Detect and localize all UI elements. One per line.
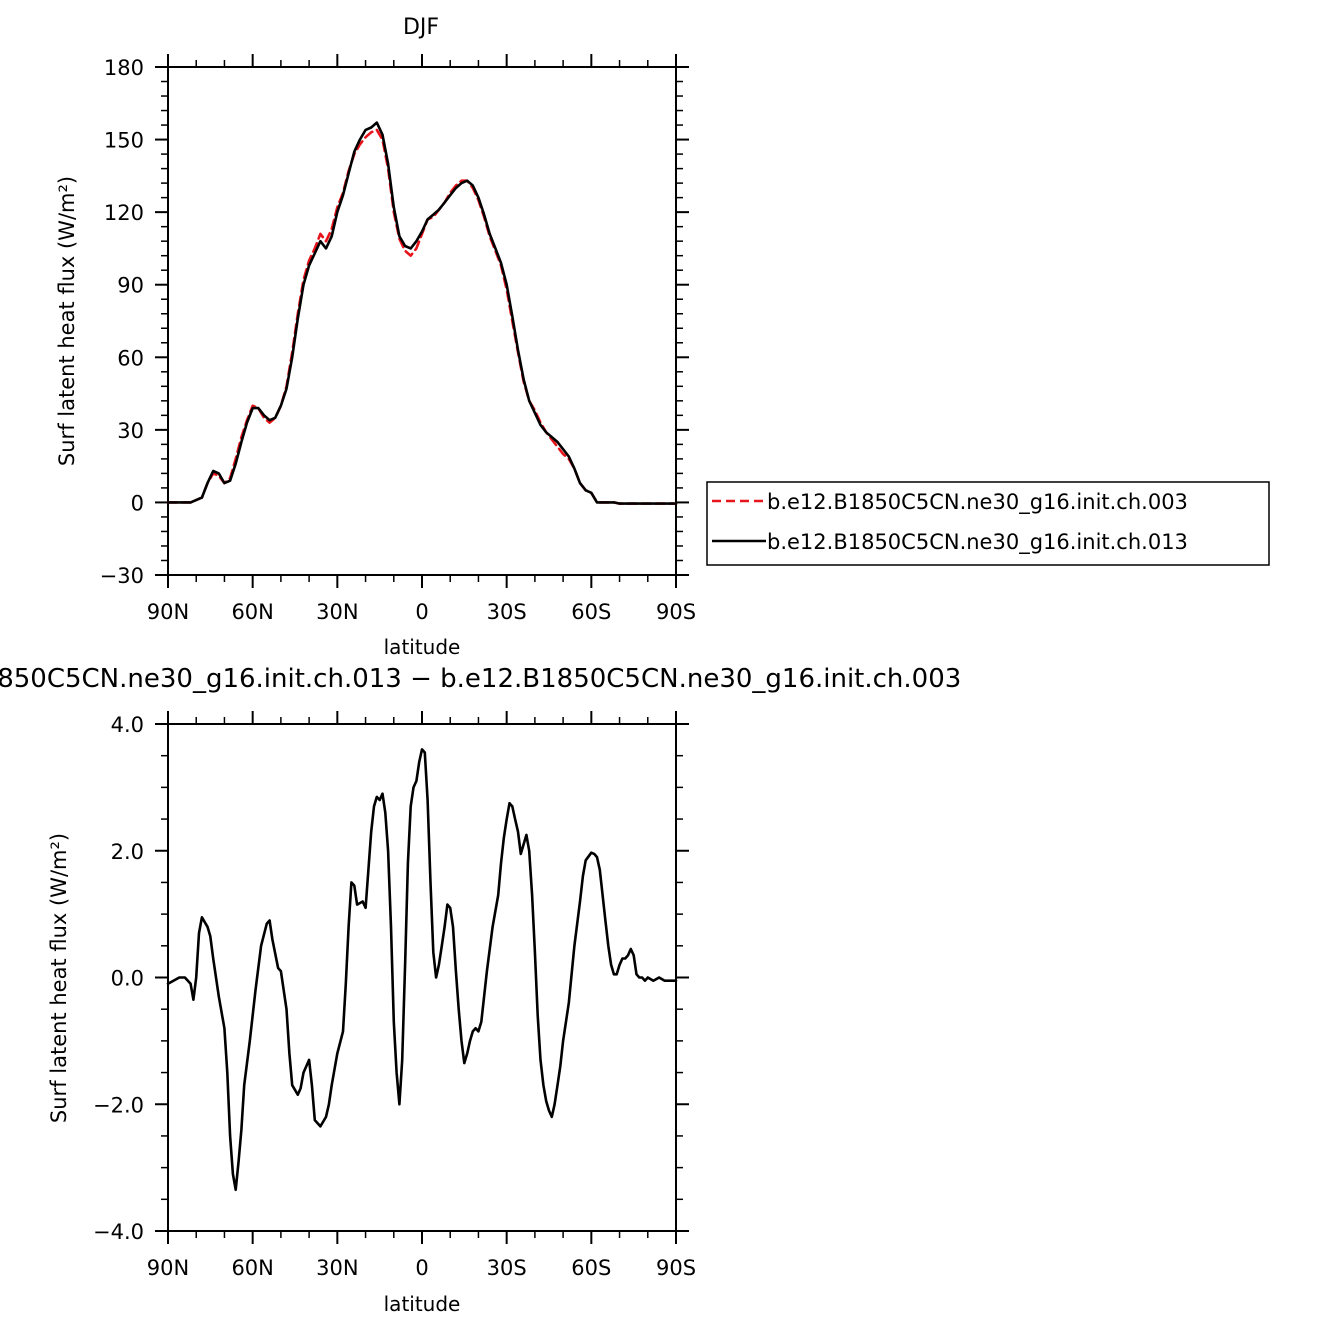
top-y-tick-label: 120 xyxy=(104,201,144,225)
top-x-axis: 90N 60N 30N 0 30S 60S 90S xyxy=(147,54,696,624)
top-panel-chart: DJF −30 0 30 60 90 120 150 180 90N 60N 30N 0 30S 60S… xyxy=(55,15,1270,659)
top-y-tick-label: 0 xyxy=(131,491,144,515)
top-panel-title: DJF xyxy=(403,15,439,40)
legend-label-013: b.e12.B1850C5CN.ne30_g16.init.ch.013 xyxy=(767,530,1188,555)
top-x-tick-label: 60S xyxy=(571,600,611,624)
top-series-group xyxy=(166,121,678,505)
bottom-y-tick-label: 0.0 xyxy=(111,967,144,991)
bottom-plot-frame xyxy=(167,723,677,1232)
bottom-panel-chart: b.e12.B1850C5CN.ne30_g16.init.ch.013 − b… xyxy=(0,664,961,1316)
top-y-axis-label: Surf latent heat flux (W/m²) xyxy=(55,176,79,466)
bottom-series-group xyxy=(166,748,678,1192)
bottom-x-tick-label: 0 xyxy=(415,1256,428,1280)
top-x-tick-label: 90S xyxy=(656,600,696,624)
legend-box xyxy=(706,481,1270,566)
bottom-x-tick-label: 60N xyxy=(231,1256,273,1280)
top-y-tick-label: 90 xyxy=(117,274,144,298)
bottom-x-tick-label: 30N xyxy=(316,1256,358,1280)
top-y-tick-label: −30 xyxy=(100,564,144,588)
bottom-x-tick-label: 90S xyxy=(656,1256,696,1280)
legend-label-003: b.e12.B1850C5CN.ne30_g16.init.ch.003 xyxy=(767,490,1188,515)
top-y-tick-label: 60 xyxy=(117,346,144,370)
legend: b.e12.B1850C5CN.ne30_g16.init.ch.003 b.e… xyxy=(706,481,1270,566)
top-y-tick-label: 30 xyxy=(117,419,144,443)
bottom-x-axis-label: latitude xyxy=(384,1292,461,1316)
bottom-y-tick-label: 2.0 xyxy=(111,840,144,864)
top-x-tick-label: 60N xyxy=(231,600,273,624)
top-x-tick-label: 30S xyxy=(487,600,527,624)
top-plot-frame xyxy=(167,66,677,576)
bottom-y-axis: −4.0 −2.0 0.0 2.0 4.0 xyxy=(93,713,689,1244)
top-x-tick-label: 0 xyxy=(415,600,428,624)
top-y-tick-label: 180 xyxy=(104,56,144,80)
top-series-line-1 xyxy=(166,121,678,505)
bottom-y-tick-label: 4.0 xyxy=(111,713,144,737)
top-x-tick-label: 30N xyxy=(316,600,358,624)
bottom-panel-title: b.e12.B1850C5CN.ne30_g16.init.ch.013 − b… xyxy=(0,664,961,694)
top-y-tick-label: 150 xyxy=(104,129,144,153)
bottom-y-tick-label: −2.0 xyxy=(93,1093,144,1117)
bottom-x-tick-label: 60S xyxy=(571,1256,611,1280)
bottom-x-axis: 90N 60N 30N 0 30S 60S 90S xyxy=(147,711,696,1280)
bottom-y-tick-label: −4.0 xyxy=(93,1220,144,1244)
bottom-y-axis-label: Surf latent heat flux (W/m²) xyxy=(47,833,71,1123)
bottom-series-line-0 xyxy=(166,748,678,1192)
top-series-line-0 xyxy=(166,128,678,505)
bottom-x-tick-label: 90N xyxy=(147,1256,189,1280)
top-x-tick-label: 90N xyxy=(147,600,189,624)
bottom-x-tick-label: 30S xyxy=(487,1256,527,1280)
top-x-axis-label: latitude xyxy=(384,635,461,659)
top-y-axis: −30 0 30 60 90 120 150 180 xyxy=(100,56,689,588)
